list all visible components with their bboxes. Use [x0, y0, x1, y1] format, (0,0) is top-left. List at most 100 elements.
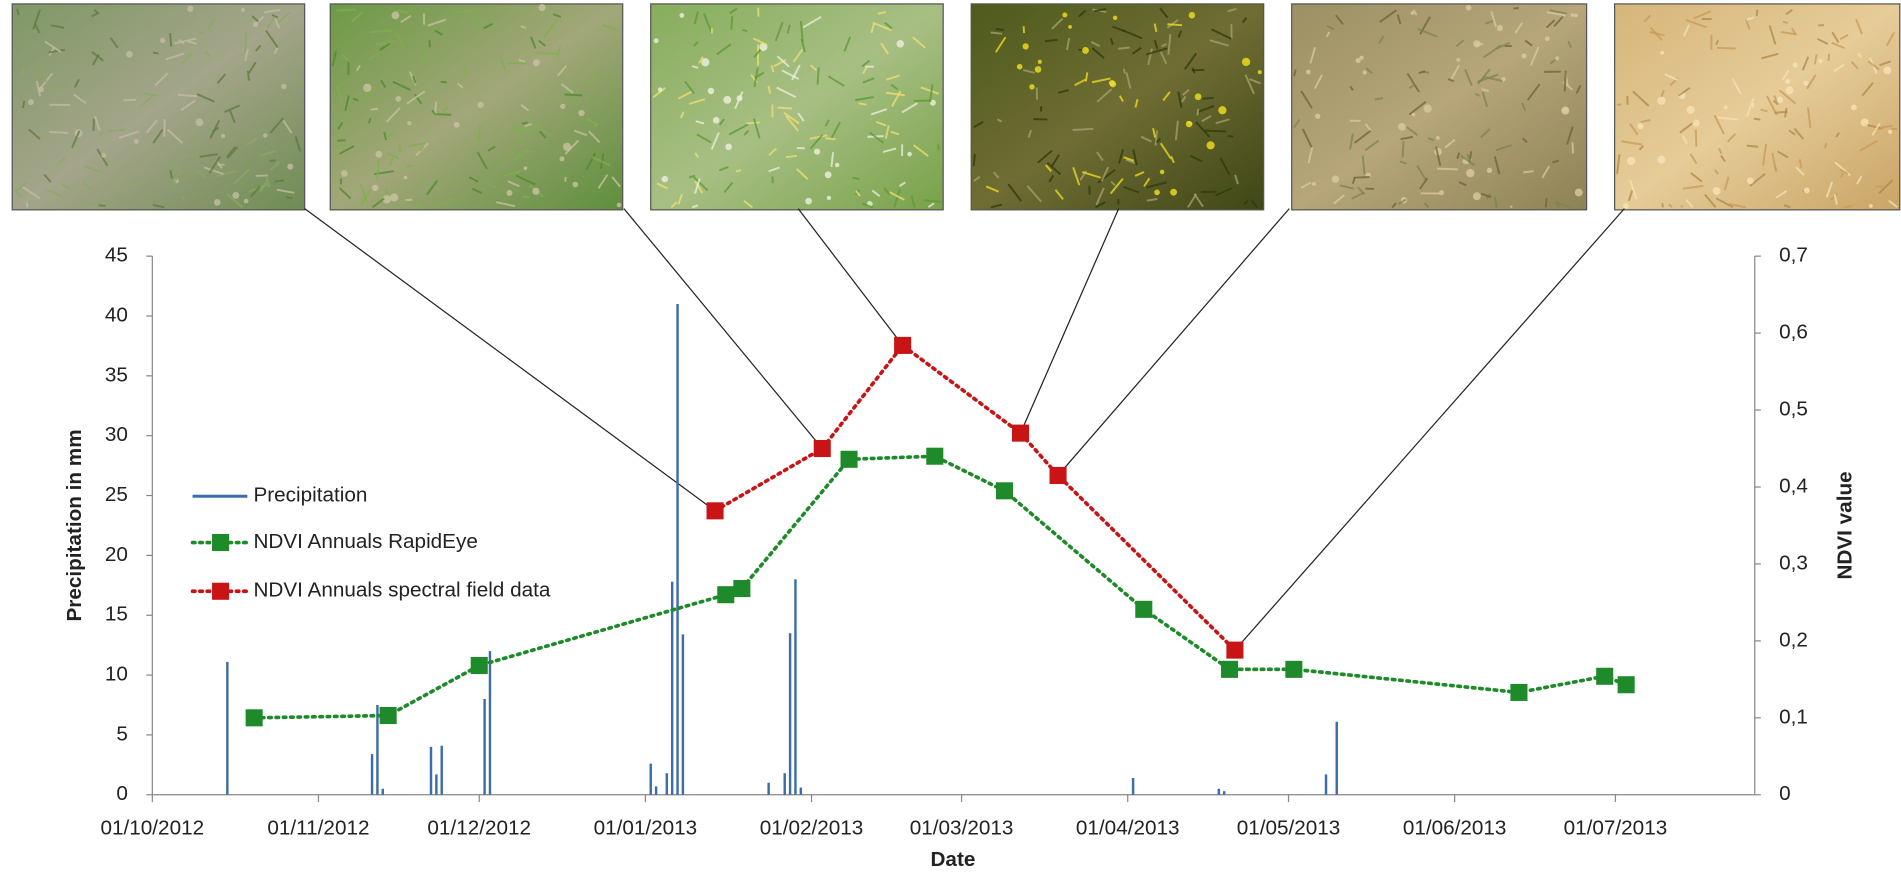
photo-dot [263, 133, 267, 137]
photo-dot [1062, 12, 1067, 17]
precipitation-bar [1223, 791, 1225, 795]
y-tick-label: 45 [105, 244, 128, 267]
photo-dot [375, 151, 382, 158]
ndvi-marker [707, 502, 724, 519]
photo-dot [679, 13, 684, 18]
ndvi-marker [841, 451, 858, 468]
photo-dot [160, 38, 165, 43]
photo-dot [897, 40, 905, 48]
ndvi-marker [733, 580, 750, 597]
photo-stroke [1124, 69, 1125, 74]
precipitation-bar [382, 789, 384, 795]
photo-connector [305, 209, 715, 511]
photo-dot [1258, 70, 1262, 74]
photo-dot [244, 199, 249, 204]
photo-stroke [778, 108, 792, 109]
photo-dot [1869, 204, 1873, 208]
y-tick-label: 10 [105, 663, 128, 686]
y-tick-label: 20 [105, 543, 128, 566]
photo-dot [538, 4, 545, 11]
photo-stroke [196, 134, 197, 147]
photo-dot [1571, 13, 1575, 17]
photo-stroke [476, 17, 477, 29]
precipitation-bar [1132, 778, 1134, 795]
photo-dot [1356, 58, 1361, 63]
legend-label: Precipitation [253, 484, 367, 507]
photo-dot [478, 102, 484, 108]
legend-marker [212, 583, 229, 600]
precipitation-bar [794, 579, 796, 794]
photo [12, 4, 304, 210]
photo-stroke [858, 103, 866, 104]
photo-stroke [437, 114, 451, 115]
photo-stroke [53, 86, 70, 87]
photo-dot [281, 84, 286, 89]
photo-dot [1692, 119, 1699, 126]
photo-dot [578, 110, 584, 116]
y2-tick-label: 0,3 [1779, 551, 1808, 574]
photo-stroke [286, 197, 292, 198]
photo-dot [572, 182, 578, 188]
photo-dot [1792, 63, 1797, 68]
ndvi-marker [1050, 467, 1067, 484]
photo-stroke [996, 29, 1004, 30]
y-tick-label: 40 [105, 303, 128, 326]
photo-dot [1424, 104, 1432, 112]
photo-dot [1627, 157, 1635, 165]
photo-dot [560, 104, 565, 109]
photo-stroke [22, 67, 23, 75]
photo-dot [1332, 175, 1339, 182]
photo-stroke [1513, 8, 1518, 9]
photo-dot [1466, 169, 1474, 177]
x-tick-label: 01/04/2013 [1076, 816, 1180, 839]
photo-stroke [153, 53, 159, 54]
photo-dot [407, 121, 411, 125]
photo-dot [363, 84, 371, 92]
precipitation-bar [789, 633, 791, 795]
precipitation-bar [430, 747, 432, 795]
x-tick-label: 01/06/2013 [1403, 816, 1507, 839]
photo-stroke [270, 160, 276, 161]
photo-dot [1315, 114, 1320, 119]
photo-stroke [1753, 103, 1754, 108]
precipitation-bar [767, 783, 769, 795]
photo-dot [1561, 106, 1569, 114]
photo-stroke [1572, 142, 1573, 153]
photo-stroke [853, 178, 860, 179]
photo-dot [658, 87, 662, 91]
ndvi-marker [1135, 601, 1152, 618]
photo-dot [101, 153, 106, 158]
precipitation-bar [489, 651, 491, 795]
y-tick-label: 35 [105, 363, 128, 386]
photo-stroke [826, 138, 836, 139]
precipitation-bar [1218, 789, 1220, 795]
photo-stroke [1167, 24, 1182, 25]
photo-stroke [731, 16, 732, 30]
photo-dot [533, 59, 540, 66]
photo-dot [1724, 106, 1728, 110]
photo-dot [1110, 81, 1116, 87]
photo-stroke [196, 149, 197, 161]
photo-dot [214, 199, 221, 206]
photo-dot [1637, 123, 1643, 129]
photo-dot [1473, 40, 1480, 47]
photo-stroke [441, 82, 447, 83]
photo-connector [1058, 209, 1289, 476]
photo-dot [395, 96, 401, 102]
x-tick-label: 01/03/2013 [910, 816, 1014, 839]
y2-tick-label: 0 [1779, 782, 1791, 805]
photo-stroke [1774, 112, 1787, 113]
y-tick-label: 0 [116, 782, 128, 805]
photo-dot [392, 11, 400, 19]
photo-dot [1218, 106, 1226, 114]
photo-dot [1555, 56, 1559, 60]
photo-dot [241, 8, 245, 12]
photo-dot [1412, 113, 1416, 117]
photo-stroke [1228, 136, 1234, 137]
photo-stroke [198, 32, 203, 33]
ndvi-marker [380, 707, 397, 724]
photo-stroke [1696, 130, 1697, 147]
photo-dot [1242, 58, 1250, 66]
photo-dot [907, 152, 912, 157]
ndvi-marker [717, 586, 734, 603]
